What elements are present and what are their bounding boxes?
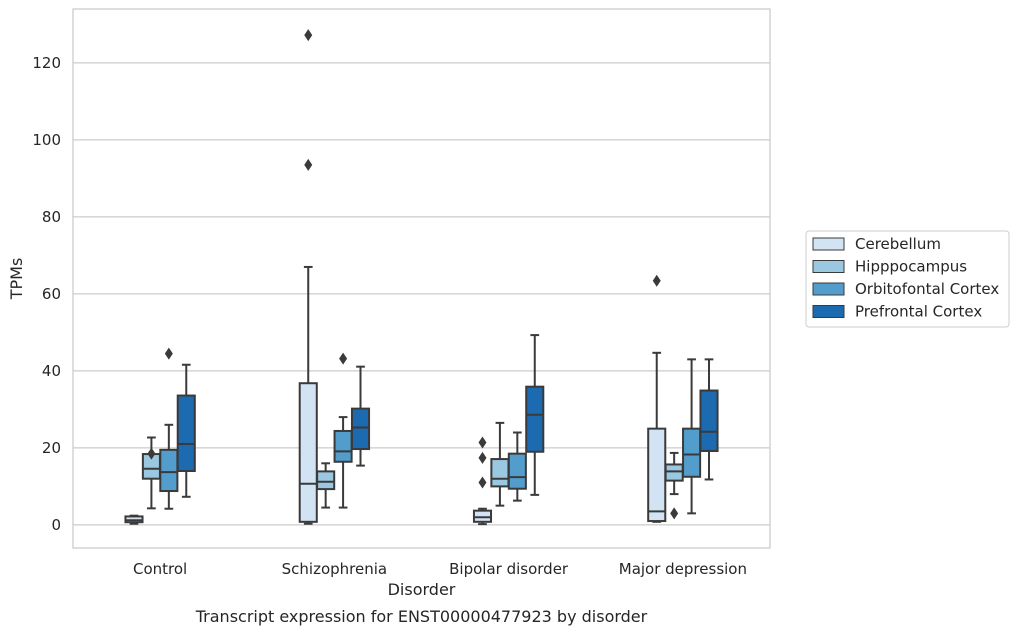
box-body (699, 389, 719, 452)
box-body (176, 394, 196, 473)
box-body (350, 407, 371, 451)
legend-swatch (812, 237, 845, 251)
y-tick-label: 100 (32, 131, 61, 149)
box-2-0 (472, 436, 493, 526)
box-2-1 (490, 421, 510, 507)
box-body (664, 463, 684, 482)
box-1-1 (316, 462, 336, 509)
y-tick-label: 0 (51, 516, 61, 534)
box-body (316, 470, 336, 491)
box-body (298, 382, 318, 523)
y-tick-label: 120 (32, 54, 61, 72)
box-body (525, 385, 545, 453)
box-0-1 (141, 436, 161, 510)
box-body (159, 448, 179, 493)
legend-swatch (812, 282, 845, 296)
x-tick-label: Control (133, 560, 187, 578)
box-0-3 (176, 363, 196, 498)
box-1-0 (298, 29, 318, 525)
box-1-2 (333, 352, 353, 509)
x-tick-label: Bipolar disorder (449, 560, 569, 578)
flier-point (304, 158, 313, 171)
legend-frame (805, 230, 1010, 328)
box-body (647, 427, 667, 523)
flier-point (478, 451, 487, 464)
y-tick-label: 80 (42, 208, 61, 226)
flier-point (147, 447, 156, 460)
flier-point (478, 476, 487, 489)
flier-point (670, 507, 679, 520)
flier-point (164, 347, 173, 360)
y-tick-label: 60 (42, 285, 61, 303)
flier-point (339, 352, 348, 365)
x-tick-label: Schizophrenia (282, 560, 387, 578)
y-tick-label: 20 (42, 439, 61, 457)
box-3-0 (647, 274, 667, 523)
box-body (682, 427, 702, 478)
legend-label: Orbitofontal Cortex (855, 280, 999, 298)
y-axis-label: TPMs (7, 258, 26, 301)
legend-label: Prefrontal Cortex (855, 303, 982, 321)
legend: Cerebellum Hipppocampus Orbitofontal Corte… (805, 230, 1010, 328)
box-body (490, 458, 510, 488)
x-axis: Control Schizophrenia Bipolar disorder Majo… (133, 560, 747, 578)
legend-label: Hipppocampus (855, 258, 967, 276)
box-0-2 (159, 347, 179, 510)
plot-frame (72, 8, 771, 549)
x-tick-label: Major depression (619, 560, 747, 578)
plot-boxes (124, 29, 719, 526)
y-axis: 0 20 40 60 80 100 120 (32, 54, 61, 534)
flier-point (478, 436, 487, 449)
legend-swatch (812, 305, 845, 318)
box-3-1 (664, 451, 684, 520)
box-1-3 (350, 365, 371, 467)
y-tick-label: 40 (42, 362, 61, 380)
flier-point (652, 274, 661, 287)
chart-title: Transcript expression for ENST0000047792… (195, 607, 648, 626)
box-0-0 (124, 514, 144, 525)
box-body (507, 452, 527, 490)
legend-swatch (812, 260, 845, 273)
box-3-2 (682, 358, 702, 515)
box-2-3 (525, 334, 545, 496)
box-2-2 (507, 431, 527, 502)
box-body (333, 429, 353, 463)
legend-label: Cerebellum (855, 235, 941, 253)
box-3-3 (699, 358, 719, 481)
flier-point (304, 29, 313, 42)
x-axis-label: Disorder (388, 580, 456, 599)
